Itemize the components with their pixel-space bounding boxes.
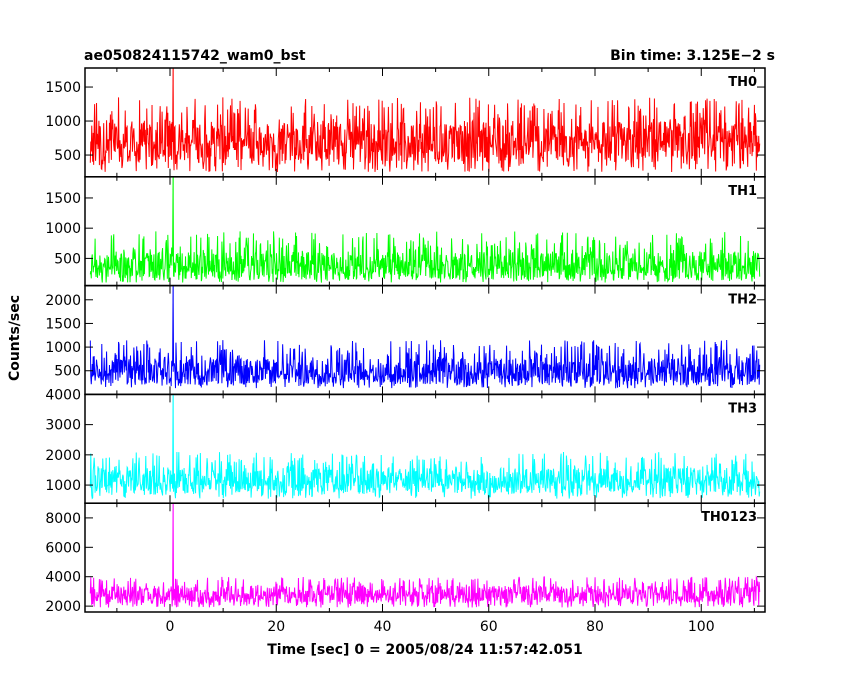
panel-frame bbox=[84, 502, 766, 613]
y-tick-label: 1000 bbox=[45, 114, 81, 130]
series-th0-line bbox=[89, 68, 761, 173]
panel-th0123: TH0123 2000 4000 6000 8000 bbox=[45, 502, 766, 615]
panel-th0: TH0 500 1000 1500 bbox=[45, 67, 766, 178]
series-th0123-line bbox=[89, 503, 761, 608]
panels-group: TH050010001500TH150010001500TH2500100015… bbox=[45, 67, 766, 635]
y-tick-label: 4000 bbox=[45, 387, 81, 403]
series-th1-line bbox=[89, 176, 761, 283]
panel-label: TH0 bbox=[728, 75, 757, 90]
y-tick-label: 1000 bbox=[45, 221, 81, 237]
y-tick-label: 1500 bbox=[45, 191, 81, 207]
panel-label: TH2 bbox=[728, 293, 757, 308]
panel-th3: TH3 1000 2000 3000 4000 bbox=[45, 387, 766, 504]
x-tick-label: 100 bbox=[688, 619, 715, 635]
y-tick-label: 1500 bbox=[45, 80, 81, 96]
x-tick-label: 40 bbox=[374, 619, 392, 635]
x-tick-label: 20 bbox=[267, 619, 285, 635]
x-tick-label: 60 bbox=[480, 619, 498, 635]
y-tick-label: 1000 bbox=[45, 340, 81, 356]
x-tick-label: 0 bbox=[166, 619, 175, 635]
y-tick-label: 500 bbox=[54, 251, 81, 267]
y-tick-label: 2000 bbox=[45, 448, 81, 464]
y-tick-label: 2000 bbox=[45, 599, 81, 615]
y-tick-label: 3000 bbox=[45, 418, 81, 434]
y-tick-label: 2000 bbox=[45, 293, 81, 309]
y-tick-label: 500 bbox=[54, 364, 81, 380]
y-tick-label: 4000 bbox=[45, 570, 81, 586]
y-tick-label: 500 bbox=[54, 148, 81, 164]
y-tick-label: 1500 bbox=[45, 316, 81, 332]
y-tick-label: 1000 bbox=[45, 478, 81, 494]
series-th3-line bbox=[89, 394, 761, 500]
panel-th2: TH2 500 1000 1500 2000 bbox=[45, 284, 766, 396]
plot-title: ae050824115742_wam0_bst bbox=[84, 48, 306, 64]
series-th2-line bbox=[89, 285, 761, 389]
panel-label: TH0123 bbox=[701, 510, 757, 525]
x-axis-title: Time [sec] 0 = 2005/08/24 11:57:42.051 bbox=[267, 642, 583, 658]
x-tick-label: 80 bbox=[586, 619, 604, 635]
panel-th1: TH1 500 1000 1500 bbox=[45, 176, 766, 287]
bin-time-label: Bin time: 3.125E−2 s bbox=[610, 48, 775, 64]
panel-label: TH3 bbox=[728, 401, 757, 416]
y-tick-label: 8000 bbox=[45, 511, 81, 527]
y-tick-label: 6000 bbox=[45, 540, 81, 556]
y-axis-title: Counts/sec bbox=[7, 295, 23, 381]
panel-label: TH1 bbox=[728, 184, 757, 199]
